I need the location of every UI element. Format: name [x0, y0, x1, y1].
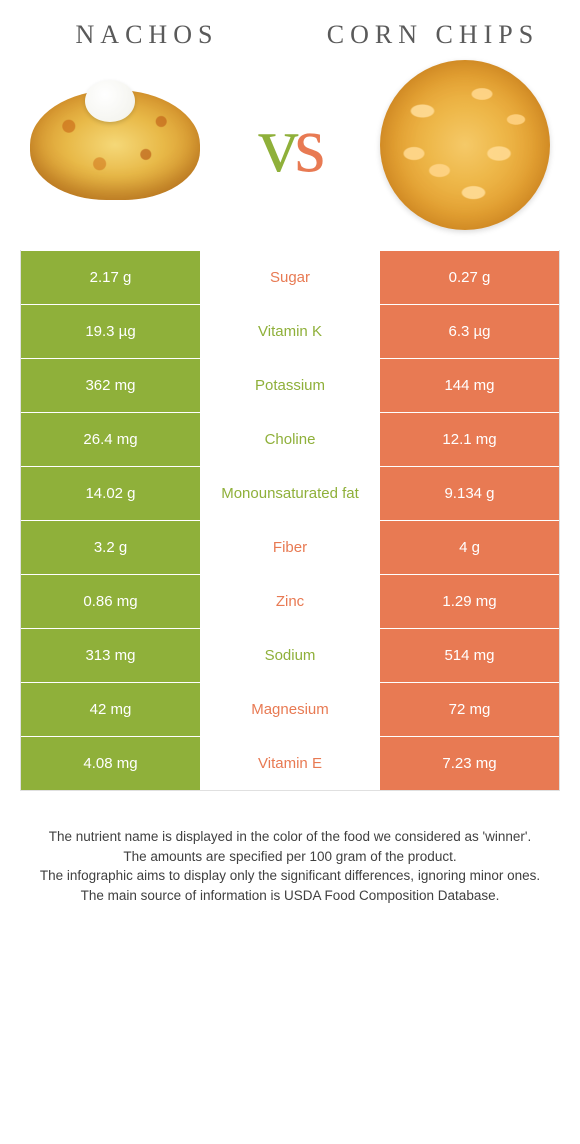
- footer-line: The nutrient name is displayed in the co…: [30, 827, 550, 847]
- left-value: 3.2 g: [21, 521, 201, 574]
- right-value: 6.3 µg: [379, 305, 559, 358]
- right-value: 144 mg: [379, 359, 559, 412]
- nutrient-name: Vitamin K: [201, 305, 379, 358]
- right-value: 0.27 g: [379, 251, 559, 304]
- vs-s: s: [294, 101, 321, 189]
- table-row: 42 mgMagnesium72 mg: [21, 682, 559, 736]
- table-row: 4.08 mgVitamin E7.23 mg: [21, 736, 559, 790]
- table-row: 14.02 gMonounsaturated fat9.134 g: [21, 466, 559, 520]
- header: Nachos Corn chips: [0, 0, 580, 50]
- nachos-image: [25, 70, 205, 220]
- right-value: 1.29 mg: [379, 575, 559, 628]
- right-value: 4 g: [379, 521, 559, 574]
- footer-line: The main source of information is USDA F…: [30, 886, 550, 906]
- table-row: 2.17 gSugar0.27 g: [21, 250, 559, 304]
- left-value: 42 mg: [21, 683, 201, 736]
- table-row: 19.3 µgVitamin K6.3 µg: [21, 304, 559, 358]
- table-row: 3.2 gFiber4 g: [21, 520, 559, 574]
- right-value: 514 mg: [379, 629, 559, 682]
- table-row: 362 mgPotassium144 mg: [21, 358, 559, 412]
- table-row: 0.86 mgZinc1.29 mg: [21, 574, 559, 628]
- nutrient-name: Choline: [201, 413, 379, 466]
- vs-v: v: [258, 101, 294, 189]
- nutrient-name: Magnesium: [201, 683, 379, 736]
- food-right-title: Corn chips: [316, 20, 550, 50]
- food-left-title: Nachos: [30, 20, 264, 50]
- left-value: 362 mg: [21, 359, 201, 412]
- nutrient-name: Potassium: [201, 359, 379, 412]
- table-row: 313 mgSodium514 mg: [21, 628, 559, 682]
- footer-line: The infographic aims to display only the…: [30, 866, 550, 886]
- left-value: 26.4 mg: [21, 413, 201, 466]
- nutrient-name: Vitamin E: [201, 737, 379, 790]
- right-value: 72 mg: [379, 683, 559, 736]
- left-value: 19.3 µg: [21, 305, 201, 358]
- nutrient-name: Sodium: [201, 629, 379, 682]
- right-value: 12.1 mg: [379, 413, 559, 466]
- nutrient-name: Zinc: [201, 575, 379, 628]
- footer-notes: The nutrient name is displayed in the co…: [0, 791, 580, 905]
- vs-label: vs: [258, 105, 321, 185]
- nutrient-table: 2.17 gSugar0.27 g19.3 µgVitamin K6.3 µg3…: [20, 250, 560, 791]
- table-row: 26.4 mgCholine12.1 mg: [21, 412, 559, 466]
- images-row: vs: [0, 50, 580, 250]
- nachos-icon: [30, 90, 200, 200]
- left-value: 14.02 g: [21, 467, 201, 520]
- left-value: 2.17 g: [21, 251, 201, 304]
- left-value: 4.08 mg: [21, 737, 201, 790]
- footer-line: The amounts are specified per 100 gram o…: [30, 847, 550, 867]
- cornchips-icon: [380, 60, 550, 230]
- nutrient-name: Fiber: [201, 521, 379, 574]
- nutrient-name: Monounsaturated fat: [201, 467, 379, 520]
- nutrient-name: Sugar: [201, 251, 379, 304]
- right-value: 7.23 mg: [379, 737, 559, 790]
- left-value: 0.86 mg: [21, 575, 201, 628]
- left-value: 313 mg: [21, 629, 201, 682]
- cornchips-image: [375, 70, 555, 220]
- right-value: 9.134 g: [379, 467, 559, 520]
